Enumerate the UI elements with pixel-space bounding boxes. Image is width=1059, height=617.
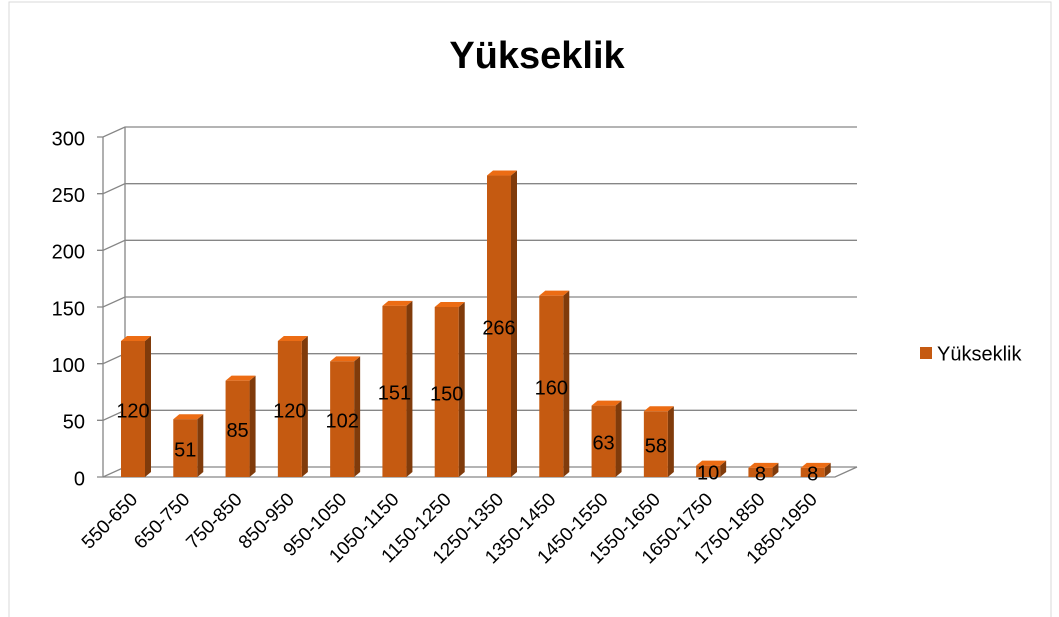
bar <box>539 290 570 477</box>
grid-line <box>97 409 857 421</box>
grid-line <box>97 183 857 195</box>
bar-top <box>434 302 465 307</box>
x-tick-label: 750-850 <box>182 489 246 553</box>
y-tick-label: 200 <box>52 242 85 264</box>
bar-top <box>277 336 308 341</box>
bar-side <box>615 400 622 477</box>
bar-top <box>121 336 151 341</box>
data-label: 8 <box>807 464 818 486</box>
chart-frame <box>8 1 1052 617</box>
bar-side <box>720 460 727 477</box>
data-label: 266 <box>482 318 515 340</box>
grid-line <box>97 296 857 308</box>
data-label: 51 <box>174 439 196 461</box>
grid-line <box>97 466 857 478</box>
bar-side <box>772 462 779 477</box>
bar-front <box>434 307 459 477</box>
bar-top <box>539 290 570 296</box>
bar <box>330 356 361 477</box>
y-tick-label: 300 <box>52 128 85 150</box>
bar <box>382 300 413 477</box>
data-label: 58 <box>645 435 667 457</box>
bar-front <box>382 305 407 477</box>
legend-swatch <box>920 347 932 359</box>
data-label: 8 <box>755 464 766 486</box>
data-label: 160 <box>535 378 568 400</box>
bar-side <box>406 300 413 477</box>
bar <box>277 336 308 477</box>
data-label: 102 <box>325 410 358 432</box>
grid-line <box>97 239 857 251</box>
bar-top <box>800 462 831 468</box>
bar-side <box>458 302 465 477</box>
bar <box>225 375 256 477</box>
bar-front <box>121 341 145 477</box>
y-tick-label: 150 <box>52 298 85 320</box>
bar <box>434 302 465 477</box>
bar-side <box>563 290 570 477</box>
bar-top <box>696 460 727 466</box>
bar <box>696 460 727 477</box>
bar <box>800 462 831 477</box>
bar <box>748 462 779 477</box>
bar-top <box>748 462 779 468</box>
bar-front <box>539 295 564 477</box>
data-label: 120 <box>273 400 306 422</box>
y-tick-label: 0 <box>74 468 85 490</box>
y-tick-label: 50 <box>63 412 85 434</box>
legend-label: Yükseklik <box>937 343 1022 365</box>
bar-front <box>643 411 668 477</box>
bar-side <box>301 336 308 477</box>
chart-title: Yükseklik <box>449 35 625 77</box>
bar <box>643 406 674 477</box>
bar-top <box>173 414 204 420</box>
bar-top <box>382 300 413 306</box>
y-tick-label: 250 <box>52 185 85 207</box>
bar <box>487 170 517 478</box>
x-tick-label: 550-650 <box>78 489 142 553</box>
bar-front <box>225 380 250 477</box>
bar-side <box>249 375 256 477</box>
bar-top <box>591 400 622 406</box>
bar-side <box>354 356 361 477</box>
grid-line <box>97 126 857 138</box>
bar-front <box>487 175 511 478</box>
x-tick-label: 650-750 <box>130 489 194 553</box>
bar-front <box>800 467 825 477</box>
grid-line <box>97 353 857 365</box>
bar-top <box>643 406 674 412</box>
bar <box>173 414 204 477</box>
bar-side <box>667 406 674 477</box>
data-label: 150 <box>430 383 463 405</box>
bar-front <box>696 465 721 477</box>
data-label: 120 <box>116 400 149 422</box>
bar-top <box>225 375 256 381</box>
y-tick-label: 100 <box>52 355 85 377</box>
bar-front <box>173 419 198 477</box>
data-label: 85 <box>226 420 248 442</box>
bar-top <box>487 170 517 176</box>
bar <box>591 400 622 477</box>
bar-side <box>145 336 151 477</box>
floor <box>103 466 858 478</box>
data-label: 10 <box>697 463 719 485</box>
bar-front <box>330 361 355 477</box>
bar-side <box>511 170 517 478</box>
data-label: 63 <box>592 433 614 455</box>
data-label: 151 <box>378 383 411 405</box>
bar-front <box>591 405 616 477</box>
bar-top <box>330 356 361 362</box>
bar-front <box>277 341 302 477</box>
bar-front <box>748 467 773 477</box>
bar-side <box>197 414 204 477</box>
bar-side <box>824 462 831 477</box>
bar <box>121 336 151 477</box>
